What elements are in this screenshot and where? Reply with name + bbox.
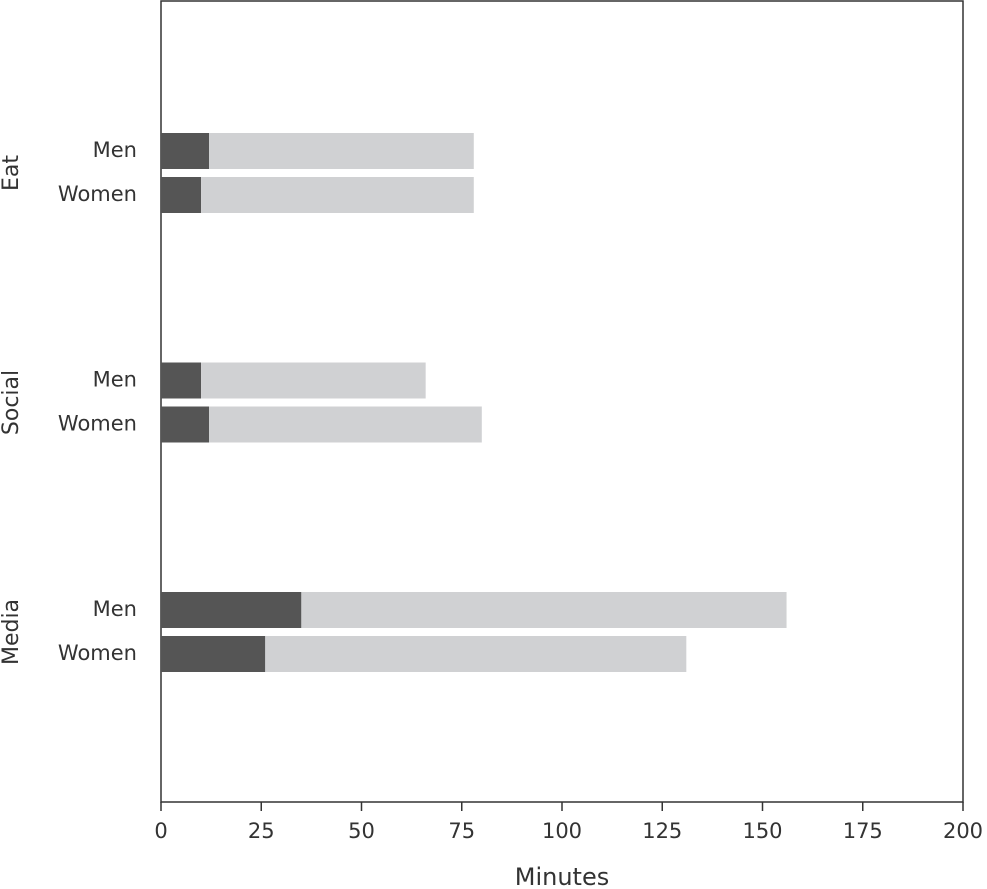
bar-segment bbox=[265, 636, 687, 672]
y-tick-label: Men bbox=[93, 138, 137, 162]
bar-segment bbox=[209, 406, 482, 443]
bar-segment bbox=[161, 406, 210, 443]
bar-segment bbox=[161, 362, 202, 399]
y-tick-label: Women bbox=[58, 412, 137, 436]
bar-segment bbox=[201, 362, 426, 399]
x-tick-label: 75 bbox=[448, 819, 475, 843]
group-label: Media bbox=[0, 599, 24, 665]
bar-segment bbox=[161, 177, 202, 213]
x-tick-label: 200 bbox=[943, 819, 983, 843]
x-tick-label: 175 bbox=[843, 819, 883, 843]
group-label: Eat bbox=[0, 155, 24, 191]
bar-segment bbox=[209, 133, 474, 169]
x-tick-label: 0 bbox=[154, 819, 167, 843]
bar-segment bbox=[161, 133, 210, 169]
group-label: Social bbox=[0, 370, 24, 435]
x-tick-label: 150 bbox=[742, 819, 782, 843]
x-tick-label: 100 bbox=[542, 819, 582, 843]
plot-frame bbox=[160, 0, 964, 803]
y-tick-label: Men bbox=[93, 368, 137, 392]
x-tick-label: 25 bbox=[248, 819, 275, 843]
bar-segment bbox=[161, 592, 302, 628]
y-tick-label: Men bbox=[93, 597, 137, 621]
bar-segment bbox=[301, 592, 787, 628]
y-tick-label: Women bbox=[58, 182, 137, 206]
x-tick-label: 125 bbox=[642, 819, 682, 843]
x-axis-label: Minutes bbox=[515, 863, 609, 889]
x-tick-label: 50 bbox=[348, 819, 375, 843]
y-tick-label: Women bbox=[58, 641, 137, 665]
bar-segment bbox=[161, 636, 266, 672]
bar-segment bbox=[201, 177, 474, 213]
